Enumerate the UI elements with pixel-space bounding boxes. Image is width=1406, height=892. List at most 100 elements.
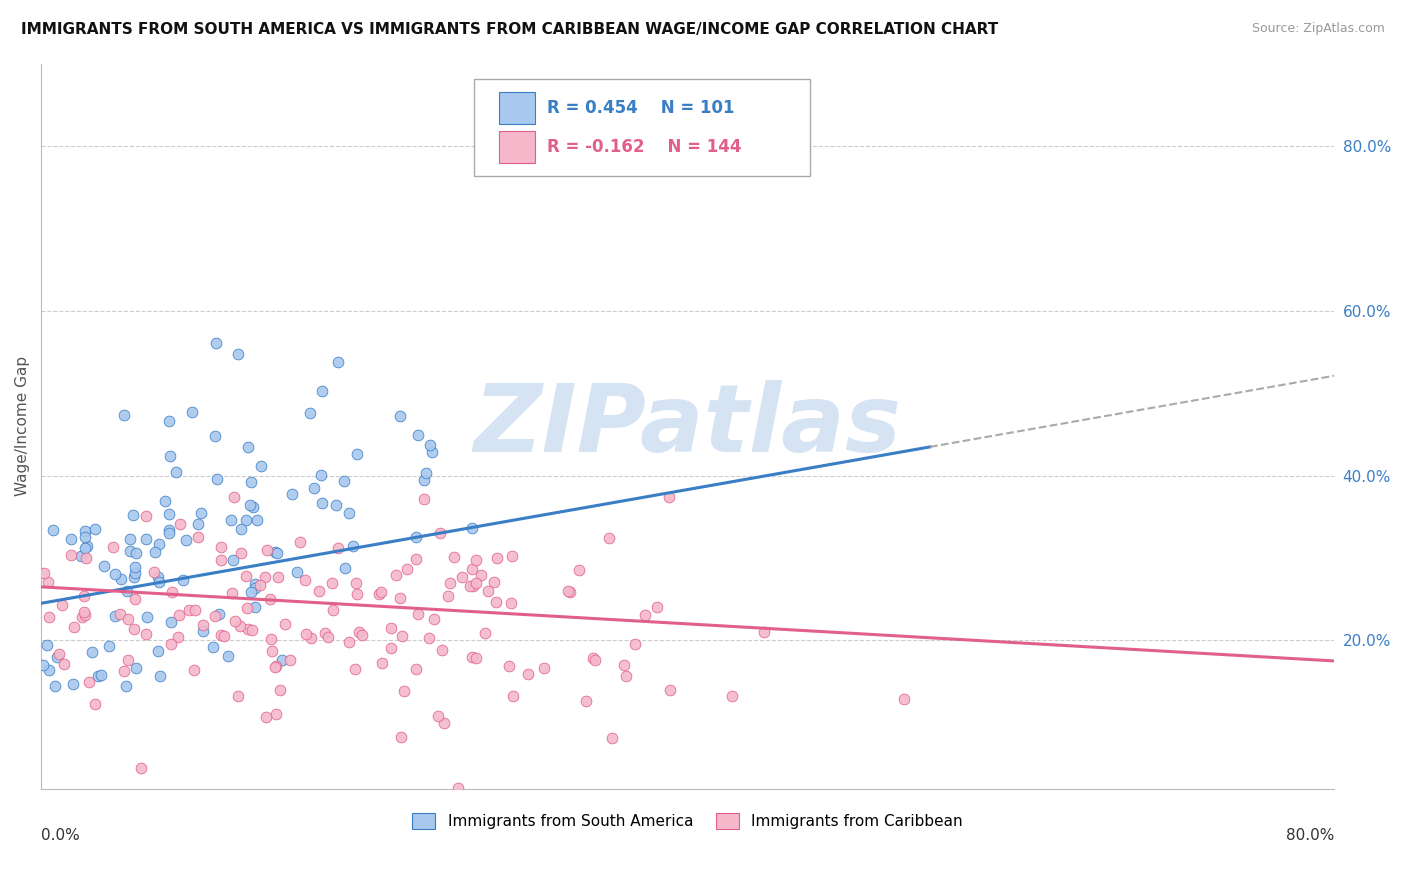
Point — [146, 570, 169, 584]
Point — [443, 549, 465, 564]
Point — [308, 584, 330, 599]
Point — [239, 585, 262, 599]
Point — [239, 475, 262, 489]
Point — [412, 491, 434, 506]
Point — [124, 592, 146, 607]
Point — [405, 530, 427, 544]
Point — [533, 661, 555, 675]
Point — [422, 445, 444, 459]
Point — [167, 608, 190, 623]
Point — [235, 514, 257, 528]
Point — [437, 589, 460, 603]
Point — [502, 689, 524, 703]
Point — [325, 498, 347, 512]
Point — [117, 612, 139, 626]
Point — [193, 624, 215, 638]
Point — [124, 560, 146, 574]
Text: 0.0%: 0.0% — [41, 829, 80, 844]
Text: Source: ZipAtlas.com: Source: ZipAtlas.com — [1251, 22, 1385, 36]
Point — [125, 661, 148, 675]
Point — [304, 481, 326, 495]
Point — [350, 627, 373, 641]
Point — [212, 629, 235, 643]
Point — [59, 533, 82, 547]
Point — [204, 429, 226, 443]
Point — [343, 662, 366, 676]
Point — [270, 653, 292, 667]
Point — [582, 650, 605, 665]
Point — [75, 550, 97, 565]
Point — [477, 583, 499, 598]
Point — [415, 466, 437, 480]
Point — [69, 549, 91, 564]
Point — [120, 544, 142, 558]
Point — [256, 543, 278, 558]
Point — [42, 523, 65, 537]
Point — [172, 573, 194, 587]
Point — [186, 517, 208, 532]
Point — [117, 653, 139, 667]
Point — [229, 522, 252, 536]
Point — [63, 620, 86, 634]
Point — [280, 487, 302, 501]
Point — [160, 637, 183, 651]
Point — [501, 596, 523, 610]
Point — [246, 513, 269, 527]
Point — [274, 616, 297, 631]
Point — [461, 562, 484, 576]
Point — [104, 608, 127, 623]
Point — [259, 591, 281, 606]
Point — [337, 506, 360, 520]
Point — [240, 623, 263, 637]
Point — [84, 697, 107, 711]
Text: 80.0%: 80.0% — [1286, 829, 1334, 844]
Point — [433, 715, 456, 730]
Legend: Immigrants from South America, Immigrants from Caribbean: Immigrants from South America, Immigrant… — [406, 807, 969, 835]
Point — [470, 567, 492, 582]
Point — [73, 524, 96, 539]
Point — [295, 627, 318, 641]
Y-axis label: Wage/Income Gap: Wage/Income Gap — [15, 356, 30, 496]
Point — [346, 587, 368, 601]
Point — [209, 628, 232, 642]
Point — [159, 615, 181, 629]
Point — [73, 589, 96, 603]
Point — [148, 537, 170, 551]
Point — [474, 625, 496, 640]
Point — [204, 609, 226, 624]
Point — [260, 632, 283, 646]
Point — [406, 427, 429, 442]
Point — [165, 465, 187, 479]
Point — [405, 662, 427, 676]
Point — [48, 647, 70, 661]
Point — [135, 509, 157, 524]
Point — [299, 631, 322, 645]
Point — [384, 567, 406, 582]
FancyBboxPatch shape — [499, 131, 536, 163]
Point — [75, 530, 97, 544]
Point — [368, 587, 391, 601]
Point — [346, 447, 368, 461]
Point — [396, 562, 419, 576]
Point — [205, 472, 228, 486]
Point — [146, 644, 169, 658]
Point — [75, 541, 97, 556]
Point — [557, 583, 579, 598]
Point — [316, 630, 339, 644]
Point — [135, 626, 157, 640]
Point — [568, 563, 591, 577]
Point — [267, 569, 290, 583]
Point — [181, 405, 204, 419]
Point — [157, 507, 180, 521]
Point — [245, 581, 267, 595]
Point — [235, 600, 257, 615]
Point — [157, 523, 180, 537]
Point — [122, 508, 145, 522]
Point — [112, 664, 135, 678]
Point — [70, 610, 93, 624]
Point — [405, 551, 427, 566]
Point — [253, 570, 276, 584]
Point — [38, 663, 60, 677]
Point — [114, 679, 136, 693]
Point — [135, 610, 157, 624]
